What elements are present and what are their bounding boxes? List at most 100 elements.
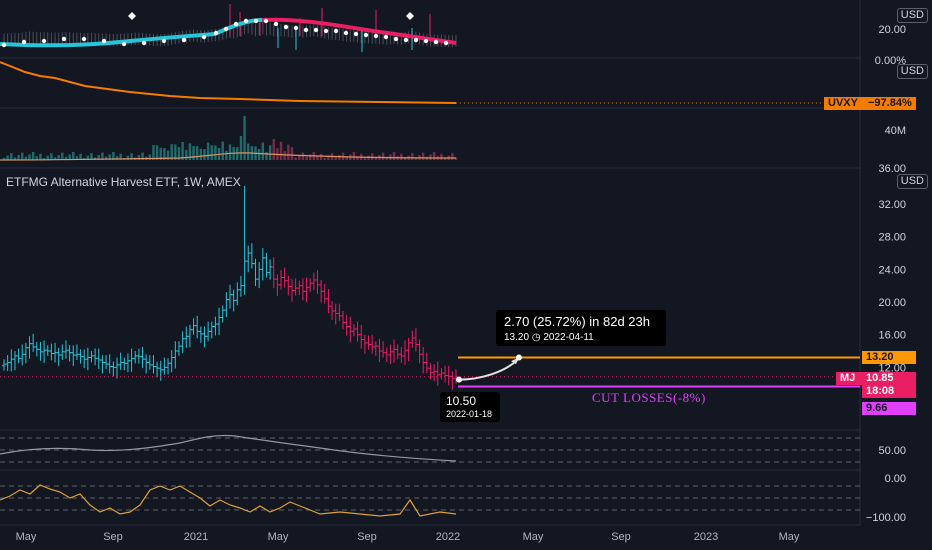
volume-bar xyxy=(356,156,359,160)
volume-bar xyxy=(319,153,323,160)
volume-bar xyxy=(17,155,20,160)
volume-bar xyxy=(298,155,301,160)
measure-callout[interactable]: 2.70 (25.72%) in 82d 23h 13.20 ◷ 2022-04… xyxy=(496,310,666,346)
volume-bar xyxy=(57,155,60,160)
volume-bar xyxy=(440,153,443,160)
volume-bar xyxy=(345,156,348,160)
volume-bar xyxy=(72,152,75,160)
volume-bar xyxy=(79,153,82,160)
chart-title: ETFMG Alternative Harvest ETF, 1W, AMEX xyxy=(6,175,241,189)
signal-dot xyxy=(373,33,379,39)
volume-bar xyxy=(429,154,432,160)
signal-dot xyxy=(201,34,207,40)
diamond-icon xyxy=(406,12,414,20)
volume-bar xyxy=(148,154,152,160)
signal-dot xyxy=(433,39,439,45)
currency-badge-uvxy[interactable]: USD xyxy=(896,64,928,79)
volume-bar xyxy=(316,156,319,160)
volume-bar xyxy=(268,145,272,160)
currency-badge-top[interactable]: USD xyxy=(896,8,928,23)
measure-change-text: 2.70 (25.72%) in 82d 23h xyxy=(504,314,650,329)
volume-bar xyxy=(214,145,217,160)
osc2-line xyxy=(0,484,457,517)
time-axis-label: Sep xyxy=(103,531,123,543)
volume-bar xyxy=(301,152,305,160)
volume-bar xyxy=(199,148,203,160)
volume-bar xyxy=(174,144,177,160)
signal-dot xyxy=(383,34,389,40)
volume-bar xyxy=(261,142,265,160)
volume-bar xyxy=(104,156,108,160)
price-tick: 20.00 xyxy=(878,297,906,309)
volume-pane xyxy=(0,116,458,161)
volume-bar xyxy=(279,141,283,160)
top-pane-tick: 20.00 xyxy=(878,24,906,36)
volume-bar xyxy=(443,158,447,160)
uvxy-line xyxy=(0,61,457,104)
time-axis-label: 2021 xyxy=(184,531,208,543)
volume-bar xyxy=(403,158,407,160)
volume-bar xyxy=(75,156,79,160)
signal-dot xyxy=(41,38,47,44)
osc2-tick: −100.00 xyxy=(866,512,906,524)
volume-bar xyxy=(112,152,115,160)
volume-bar xyxy=(327,155,330,160)
volume-bar xyxy=(64,156,68,160)
osc1-line xyxy=(0,434,457,462)
signal-dot xyxy=(21,39,27,45)
volume-bar xyxy=(305,156,308,160)
signal-dot xyxy=(253,18,259,24)
volume-bar xyxy=(166,150,170,160)
volume-bar xyxy=(370,153,374,160)
time-axis-label: May xyxy=(523,531,544,543)
uvxy-comparison-pane xyxy=(0,61,860,104)
osc2-tick: 0.00 xyxy=(885,473,906,485)
volume-bar xyxy=(195,146,199,160)
volume-bar xyxy=(90,153,93,160)
volume-bar xyxy=(432,152,436,160)
signal-dot xyxy=(1,42,7,48)
volume-bar xyxy=(163,148,166,160)
volume-bar xyxy=(2,158,6,160)
volume-bar xyxy=(68,154,71,160)
cut-losses-label[interactable]: CUT LOSSES(-8%) xyxy=(592,390,706,405)
main-price-pane xyxy=(0,186,860,390)
time-axis-label: May xyxy=(16,531,37,543)
volume-bar xyxy=(108,154,111,160)
volume-bar xyxy=(243,116,246,160)
volume-bar xyxy=(35,156,39,160)
measure-target-price: 13.20 xyxy=(504,332,530,343)
volume-bar xyxy=(177,147,181,160)
signal-dot xyxy=(323,28,329,34)
volume-bar xyxy=(290,147,294,160)
volume-bar xyxy=(363,158,367,160)
diamond-icon xyxy=(128,12,136,20)
volume-bar xyxy=(159,147,162,160)
volume-bar xyxy=(181,142,184,160)
volume-bar xyxy=(185,149,188,160)
volume-bar xyxy=(155,145,159,160)
time-axis-label: Sep xyxy=(357,531,377,543)
measure-start-date: 2022-01-18 xyxy=(446,409,493,419)
volume-bar xyxy=(287,144,290,160)
volume-bar xyxy=(28,154,31,160)
volume-bar xyxy=(414,157,418,160)
measure-start-callout[interactable]: 10.50 2022-01-18 xyxy=(440,392,500,422)
volume-bar xyxy=(10,153,13,160)
signal-dot xyxy=(353,31,359,37)
price-tick: 32.00 xyxy=(878,199,906,211)
signal-dot xyxy=(243,18,249,24)
volume-bar xyxy=(228,144,232,160)
signal-dot xyxy=(333,28,339,34)
volume-bar xyxy=(206,142,210,160)
signal-dot xyxy=(223,26,229,32)
volume-bar xyxy=(6,155,9,160)
cut-loss-price-tag: 9.66 xyxy=(862,402,916,415)
signal-dot xyxy=(293,25,299,31)
currency-badge-main[interactable]: USD xyxy=(896,174,928,189)
signal-dot xyxy=(363,32,369,38)
volume-bar xyxy=(39,153,42,160)
uvxy-value-tag: −97.84% xyxy=(864,97,916,110)
